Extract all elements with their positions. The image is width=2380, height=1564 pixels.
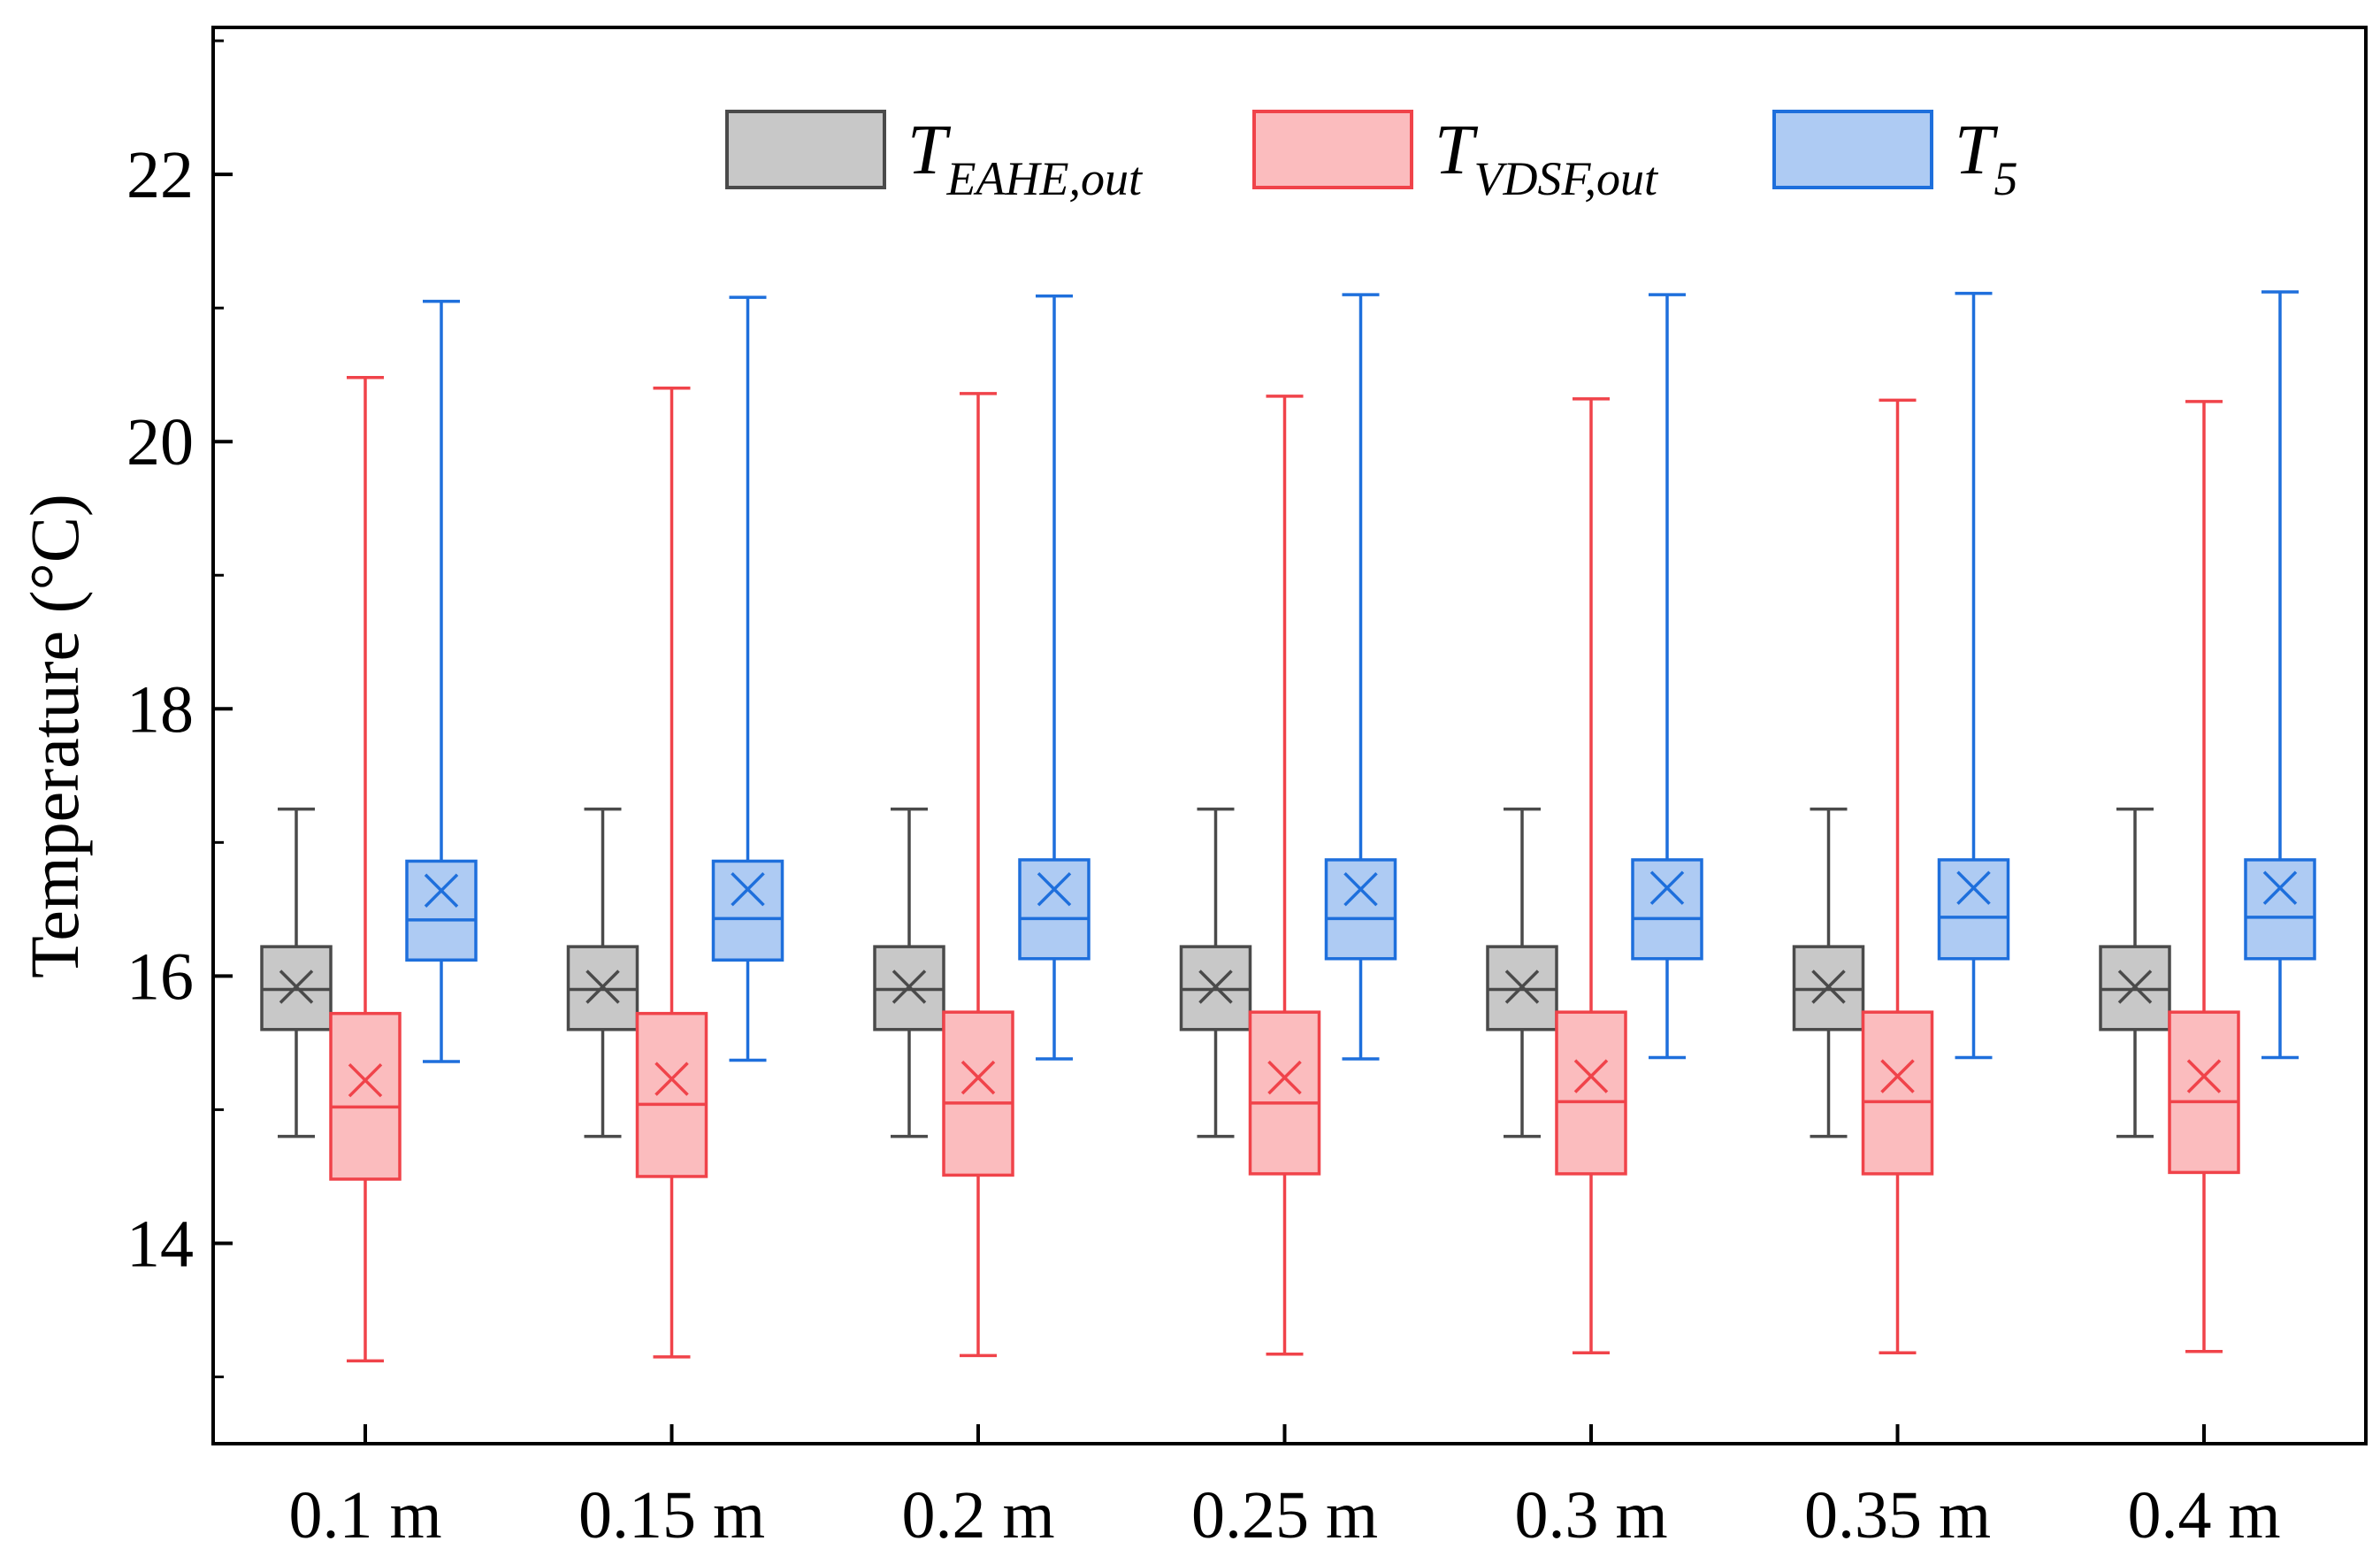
box-T_5 (711, 295, 784, 1062)
x-tick-label: 0.2 m (901, 1478, 1054, 1552)
box-T_EAHE,out (260, 807, 333, 1138)
box-T_5 (1324, 293, 1397, 1061)
mean-marker (1649, 870, 1685, 905)
y-tick-label: 16 (126, 939, 194, 1014)
legend-label: T5 (1955, 111, 2018, 205)
mean-marker (2262, 870, 2298, 905)
mean-marker (654, 1062, 689, 1096)
legend-label-main: T (1955, 111, 1999, 189)
mean-marker (1956, 870, 1991, 905)
box-T_VDSF,out (942, 392, 1014, 1358)
y-tick-label: 22 (126, 138, 194, 212)
mean-marker (279, 970, 314, 1004)
box-T_EAHE,out (2099, 807, 2171, 1138)
mean-marker (1573, 1059, 1609, 1093)
mean-marker (1037, 871, 1072, 907)
legend-label-subscript: VDSF,out (1474, 152, 1660, 205)
mean-marker (1198, 970, 1233, 1004)
box-body (1937, 858, 2010, 961)
mean-marker (348, 1062, 383, 1098)
legend-item: TEAHE,out (725, 110, 1144, 205)
plot-frame (211, 26, 2368, 1445)
legend-swatch (1252, 110, 1413, 189)
box-T_EAHE,out (873, 807, 945, 1138)
mean-marker (2117, 970, 2153, 1004)
x-tick-label: 0.35 m (1804, 1478, 1991, 1552)
box-T_VDSF,out (1248, 395, 1321, 1356)
box-T_EAHE,out (1179, 807, 1252, 1138)
box-T_5 (405, 299, 478, 1063)
box-T_5 (1937, 291, 2010, 1060)
y-tick-label: 14 (126, 1207, 194, 1281)
box-T_VDSF,out (329, 375, 402, 1363)
box-T_5 (2244, 290, 2316, 1060)
legend-item: T5 (1772, 110, 2018, 205)
mean-marker (731, 871, 765, 907)
box-body (1324, 858, 1397, 961)
box-T_VDSF,out (1861, 398, 1934, 1355)
legend-label: TVDSF,out (1435, 111, 1659, 205)
box-T_VDSF,out (1555, 397, 1627, 1355)
mean-marker (1811, 970, 1846, 1004)
box-body (1555, 1010, 1627, 1176)
y-axis: 14 16 18 20 22 (126, 39, 233, 1378)
x-tick-label: 0.4 m (2127, 1478, 2280, 1552)
box-T_VDSF,out (2168, 400, 2240, 1353)
x-tick-label: 0.1 m (288, 1478, 441, 1552)
box-body (711, 859, 784, 962)
legend-label: TEAHE,out (907, 111, 1144, 205)
mean-marker (1880, 1059, 1915, 1093)
box-T_5 (1018, 294, 1091, 1061)
box-T_EAHE,out (1486, 807, 1558, 1138)
box-T_VDSF,out (635, 387, 708, 1359)
x-tick-label: 0.25 m (1191, 1478, 1378, 1552)
box-body (2168, 1010, 2240, 1175)
box-T_5 (1631, 293, 1703, 1060)
y-tick-label: 18 (126, 672, 194, 747)
legend-swatch (1772, 110, 1933, 189)
y-axis-label: Temperature (°C) (16, 494, 93, 978)
mean-marker (424, 873, 459, 908)
box-T_EAHE,out (1792, 807, 1865, 1138)
legend-swatch (725, 110, 886, 189)
mean-marker (2186, 1059, 2222, 1093)
x-axis: 0.1 m 0.15 m 0.2 m 0.25 m 0.3 m 0.35 m 0.4 m (288, 1424, 2281, 1552)
mean-marker (585, 970, 620, 1004)
legend-label-main: T (907, 111, 952, 189)
mean-marker (892, 970, 927, 1004)
box-body (1248, 1010, 1321, 1176)
mean-marker (960, 1060, 996, 1095)
x-tick-label: 0.15 m (578, 1478, 765, 1552)
legend-label-subscript: EAHE,out (946, 152, 1144, 205)
legend-label-main: T (1435, 111, 1479, 189)
mean-marker (1343, 871, 1378, 907)
box-T_EAHE,out (566, 807, 639, 1138)
mean-marker (1504, 970, 1540, 1004)
box-body (405, 859, 478, 962)
legend-label-subscript: 5 (1994, 152, 2018, 205)
mean-marker (1267, 1060, 1302, 1095)
box-body (1631, 858, 1703, 961)
y-tick-label: 20 (126, 405, 194, 479)
box-body (942, 1010, 1014, 1177)
legend: TEAHE,out TVDSF,out T5 (725, 110, 2018, 205)
box-series-group (260, 290, 2316, 1363)
box-body (635, 1011, 708, 1178)
x-tick-label: 0.3 m (1514, 1478, 1667, 1552)
box-body (1018, 858, 1091, 961)
box-body (329, 1011, 402, 1181)
box-body (1861, 1010, 1934, 1176)
box-body (2244, 858, 2316, 961)
legend-item: TVDSF,out (1252, 110, 1659, 205)
